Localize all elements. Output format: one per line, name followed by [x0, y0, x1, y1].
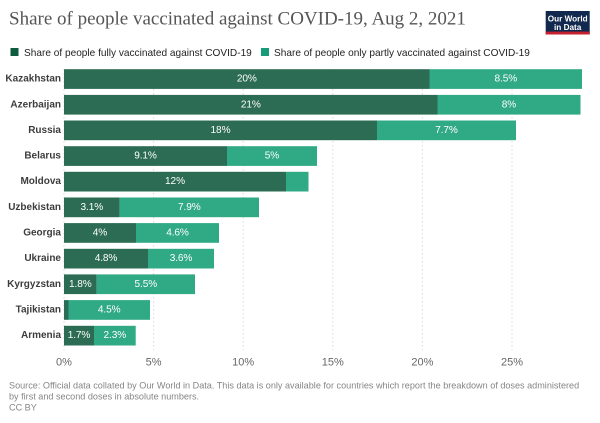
svg-text:Share of people fully vaccinat: Share of people fully vaccinated against…: [24, 48, 252, 59]
svg-text:8.5%: 8.5%: [494, 74, 517, 85]
svg-text:CC BY: CC BY: [9, 403, 37, 413]
svg-text:20%: 20%: [411, 357, 433, 369]
svg-text:20%: 20%: [237, 74, 257, 85]
svg-text:9.1%: 9.1%: [134, 151, 157, 162]
svg-text:2.3%: 2.3%: [103, 330, 126, 341]
svg-text:Share of people vaccinated aga: Share of people vaccinated against COVID…: [9, 8, 466, 29]
svg-text:4%: 4%: [93, 228, 108, 239]
svg-text:Uzbekistan: Uzbekistan: [8, 202, 61, 213]
svg-text:1.7%: 1.7%: [68, 330, 91, 341]
svg-text:Belarus: Belarus: [24, 151, 61, 162]
svg-text:Armenia: Armenia: [21, 330, 61, 341]
svg-text:by first and second doses in a: by first and second doses in absolute nu…: [9, 392, 199, 402]
svg-text:21%: 21%: [241, 99, 261, 110]
svg-text:Share of people only partly va: Share of people only partly vaccinated a…: [274, 48, 530, 59]
svg-text:7.7%: 7.7%: [435, 125, 458, 136]
svg-text:Azerbaijan: Azerbaijan: [10, 99, 61, 110]
svg-text:Source: Official data collated: Source: Official data collated by Our Wo…: [9, 381, 579, 391]
svg-text:Moldova: Moldova: [20, 176, 61, 187]
svg-text:Ukraine: Ukraine: [24, 253, 61, 264]
svg-text:Kazakhstan: Kazakhstan: [5, 74, 61, 85]
svg-text:Our World: Our World: [548, 15, 588, 24]
svg-text:Georgia: Georgia: [23, 228, 61, 239]
svg-text:8%: 8%: [502, 99, 517, 110]
svg-text:Russia: Russia: [28, 125, 61, 136]
svg-text:7.9%: 7.9%: [178, 202, 201, 213]
svg-text:5%: 5%: [146, 357, 162, 369]
svg-text:3.1%: 3.1%: [80, 202, 103, 213]
svg-text:25%: 25%: [501, 357, 523, 369]
svg-text:3.6%: 3.6%: [170, 253, 193, 264]
svg-text:Tajikistan: Tajikistan: [16, 305, 61, 316]
svg-text:5.5%: 5.5%: [134, 279, 157, 290]
svg-text:Kyrgyzstan: Kyrgyzstan: [7, 279, 61, 290]
svg-text:4.8%: 4.8%: [95, 253, 118, 264]
svg-text:15%: 15%: [322, 357, 344, 369]
svg-text:0%: 0%: [56, 357, 72, 369]
svg-text:1.8%: 1.8%: [69, 279, 92, 290]
svg-text:4.6%: 4.6%: [166, 228, 189, 239]
svg-text:12%: 12%: [165, 176, 185, 187]
svg-text:18%: 18%: [211, 125, 231, 136]
svg-text:10%: 10%: [232, 357, 254, 369]
svg-text:5%: 5%: [265, 151, 280, 162]
svg-text:in Data: in Data: [554, 23, 582, 32]
svg-text:4.5%: 4.5%: [98, 305, 121, 316]
